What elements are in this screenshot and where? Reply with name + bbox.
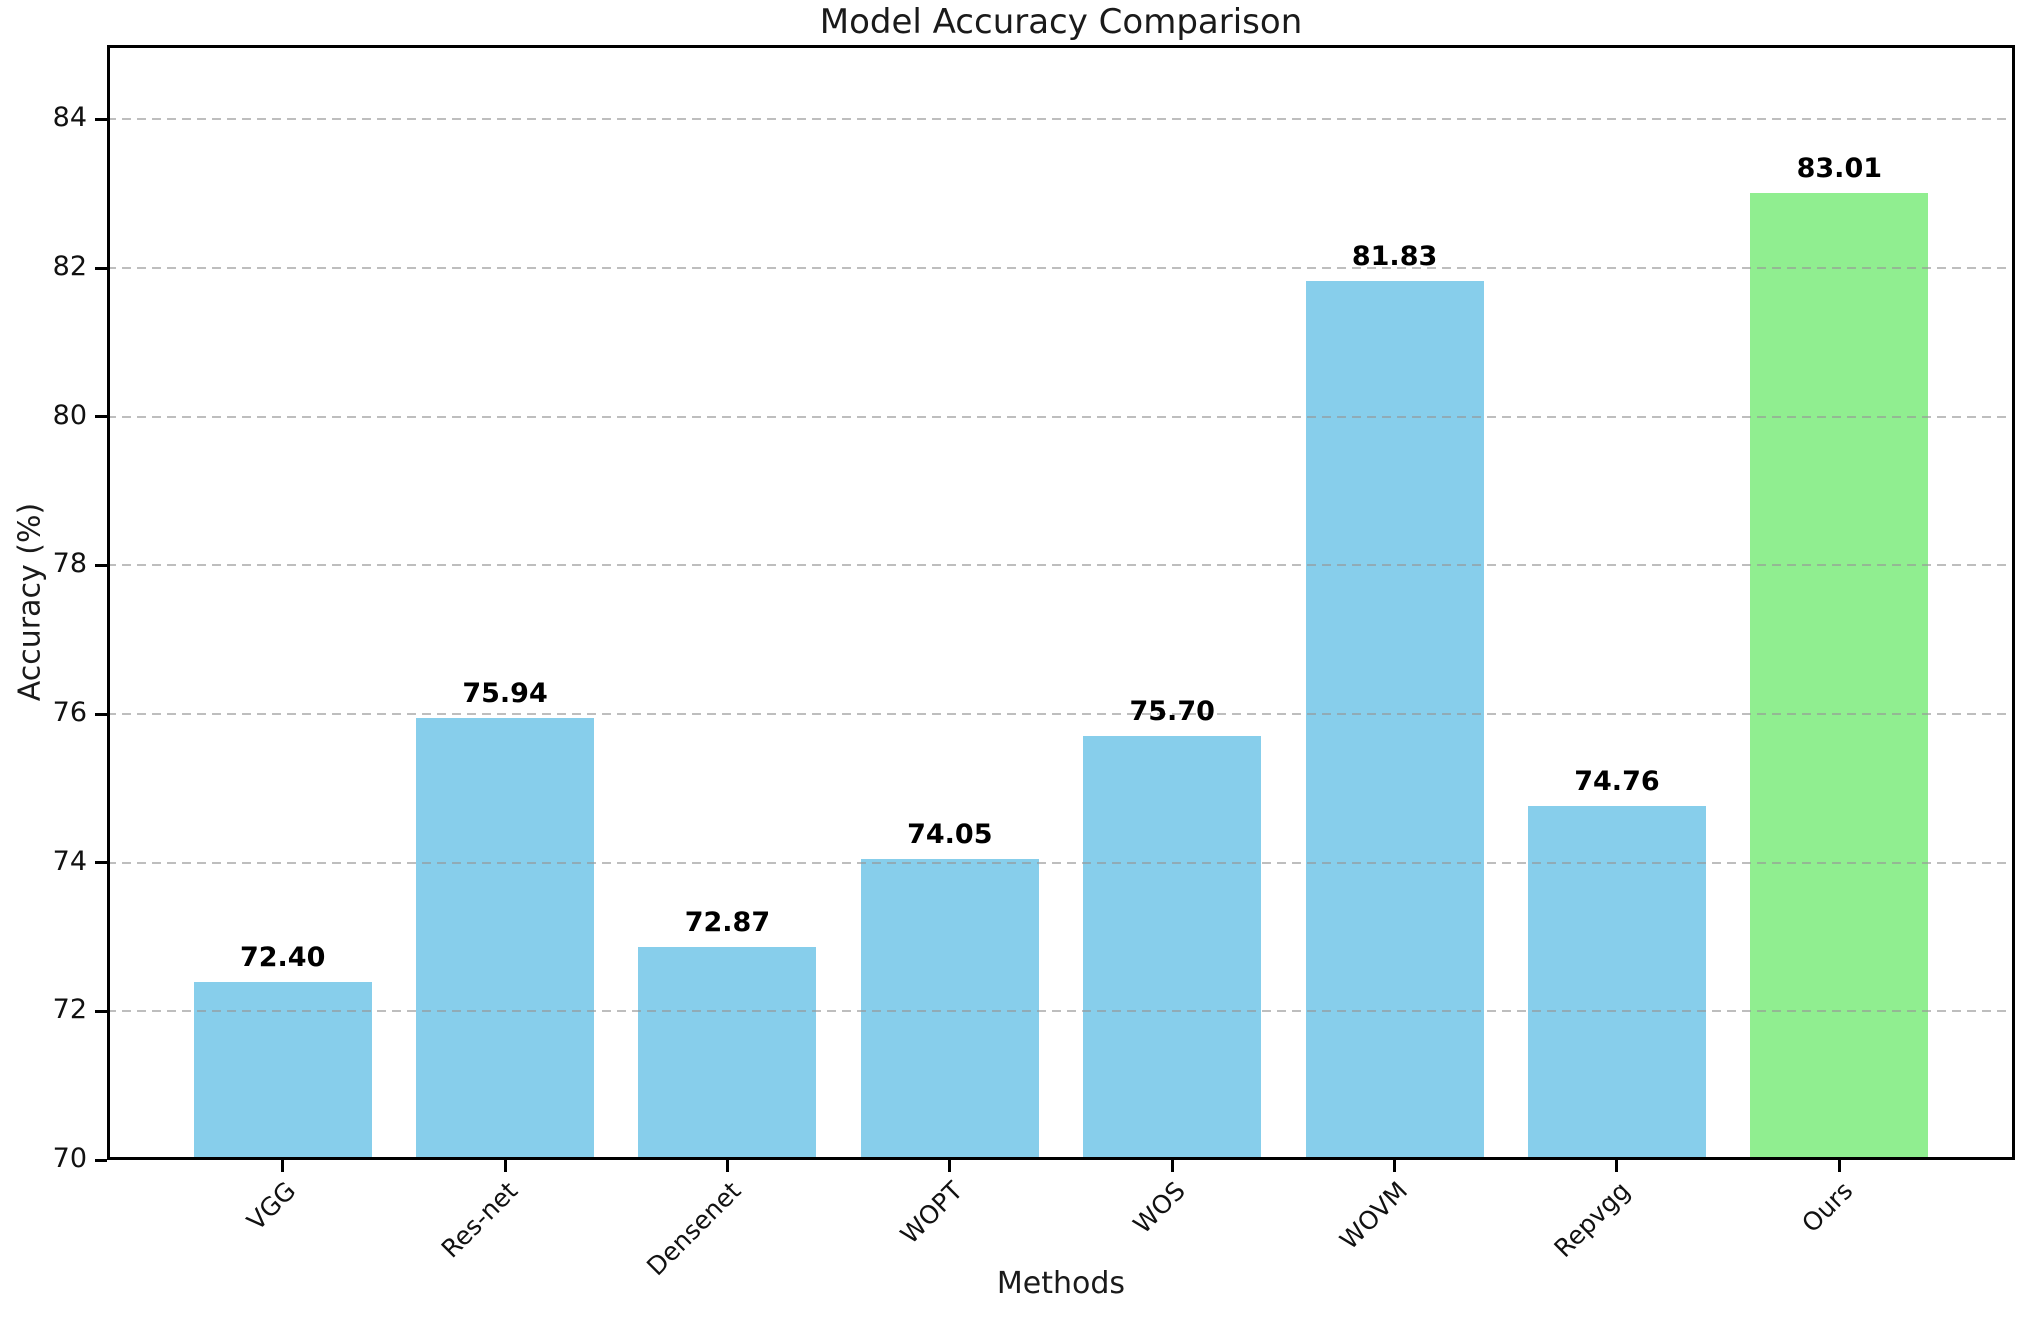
y-tick-label: 84	[52, 102, 87, 134]
y-tick-label: 70	[52, 1143, 87, 1174]
plot-area	[107, 45, 2015, 1160]
bar-res-net	[416, 718, 594, 1160]
x-tick-label-wovm: WOVM	[1334, 1176, 1414, 1255]
bar-value-label: 74.05	[907, 818, 993, 850]
y-axis-label: Accuracy (%)	[12, 502, 48, 702]
x-tick-label-vgg: VGG	[241, 1176, 302, 1237]
bar-value-label: 72.87	[684, 906, 771, 938]
gridline-y82	[107, 267, 2015, 269]
y-tick-mark	[95, 117, 107, 121]
x-tick-mark	[1837, 1160, 1841, 1172]
bar-value-label: 74.76	[1574, 766, 1660, 798]
y-tick-label: 80	[52, 399, 87, 431]
x-tick-mark	[281, 1160, 285, 1172]
x-tick-mark	[503, 1160, 507, 1172]
y-tick-mark	[95, 1158, 107, 1162]
y-tick-mark	[95, 712, 107, 716]
bar-vgg	[193, 981, 372, 1160]
bar-wopt	[860, 858, 1039, 1160]
y-tick-label: 78	[52, 548, 87, 580]
x-tick-mark	[948, 1160, 952, 1172]
x-tick-label-repvgg: Repvgg	[1548, 1176, 1636, 1263]
y-tick-label: 72	[52, 994, 87, 1026]
x-tick-mark	[1393, 1160, 1397, 1172]
bar-value-label: 83.01	[1796, 152, 1883, 184]
gridline-y80	[107, 415, 2015, 418]
y-tick-mark	[95, 861, 107, 865]
x-tick-mark	[1170, 1160, 1174, 1172]
bar-densenet	[638, 946, 817, 1160]
gridline-y76	[107, 713, 2015, 715]
gridline-y72	[107, 1010, 2015, 1013]
y-tick-mark	[95, 415, 107, 419]
gridline-y78	[107, 564, 2015, 567]
bar-value-label: 75.94	[462, 678, 548, 710]
bar-value-label: 72.40	[239, 941, 326, 973]
x-axis-label: Methods	[996, 1266, 1126, 1301]
bar-value-label: 75.70	[1129, 696, 1215, 728]
y-tick-mark	[95, 1009, 107, 1013]
y-tick-label: 74	[52, 845, 87, 877]
x-tick-label-wopt: WOPT	[894, 1176, 969, 1250]
x-tick-label-ours: Ours	[1795, 1176, 1858, 1239]
x-tick-mark	[725, 1160, 729, 1172]
x-tick-label-res-net: Res-net	[436, 1176, 524, 1264]
y-tick-mark	[95, 563, 107, 567]
bar-value-label: 81.83	[1351, 240, 1438, 272]
gridline-y84	[107, 118, 2015, 121]
x-tick-mark	[1615, 1160, 1619, 1172]
y-tick-mark	[95, 266, 107, 270]
bar-wovm	[1305, 280, 1484, 1160]
bar-ours	[1750, 192, 1929, 1160]
y-tick-label: 76	[52, 697, 87, 728]
chart-title: Model Accuracy Comparison	[819, 2, 1303, 42]
gridline-y74	[107, 861, 2015, 864]
x-tick-label-wos: WOS	[1127, 1176, 1191, 1240]
bar-repvgg	[1527, 806, 1706, 1160]
y-tick-label: 82	[52, 251, 87, 282]
bar-wos	[1083, 736, 1262, 1160]
